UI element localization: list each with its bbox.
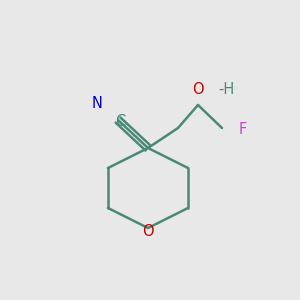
Text: O: O bbox=[192, 82, 204, 98]
Text: N: N bbox=[92, 95, 102, 110]
Text: -H: -H bbox=[218, 82, 234, 98]
Text: F: F bbox=[239, 122, 247, 137]
Text: O: O bbox=[142, 224, 154, 239]
Text: C: C bbox=[115, 115, 125, 130]
